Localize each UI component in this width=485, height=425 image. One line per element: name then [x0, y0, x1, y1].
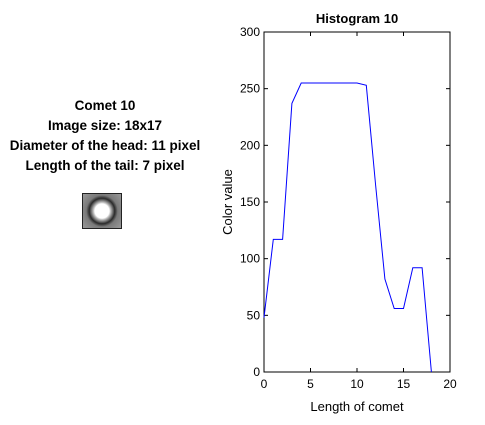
x-axis-label: Length of comet [310, 399, 404, 414]
image-size-label: Image size: 18x17 [47, 118, 163, 133]
y-tick-label: 100 [240, 252, 260, 266]
head-diameter-label: Diameter of the head: 11 pixel [9, 138, 201, 153]
y-tick-label: 50 [247, 308, 261, 322]
comet-thumbnail-image [82, 193, 122, 229]
x-tick-label: 15 [397, 377, 411, 391]
plot-area [263, 31, 451, 373]
chart-title: Histogram 10 [316, 11, 398, 26]
comet-info: Comet 10 Image size: 18x17 Diameter of t… [0, 96, 210, 176]
y-tick-label: 200 [240, 138, 260, 152]
x-tick-label: 10 [350, 377, 364, 391]
x-tick-label: 0 [261, 377, 268, 391]
y-tick-label: 0 [253, 365, 260, 379]
tail-length-label: Length of the tail: 7 pixel [25, 158, 185, 173]
y-axis-label: Color value [220, 169, 235, 235]
y-tick-label: 300 [240, 25, 260, 39]
y-tick-label: 150 [240, 195, 260, 209]
x-tick-label: 5 [307, 377, 314, 391]
comet-title: Comet 10 [74, 98, 136, 113]
series-line [263, 82, 432, 373]
x-tick-label: 20 [443, 377, 457, 391]
y-tick-label: 250 [240, 82, 260, 96]
